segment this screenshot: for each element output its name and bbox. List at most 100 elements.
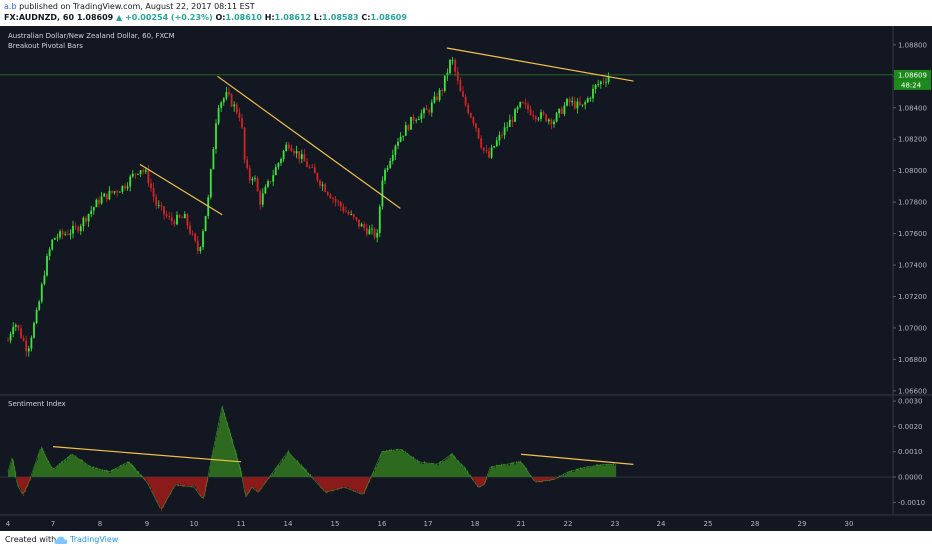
sentiment-bar [328,477,330,491]
sentiment-bar [244,477,246,489]
sentiment-bar [546,477,548,481]
symbol-label[interactable]: FX:AUDNZD, 60 [4,13,75,22]
sentiment-bar [329,477,331,491]
sentiment-bar [267,477,269,480]
candle-body [415,119,418,121]
chart-canvas[interactable]: 4 7 8 9 10 11 14 15 16 17 18 21 22 23 24 25 28 29 30 1.0880… [0,26,932,531]
sentiment-bar [455,457,457,478]
sentiment-bar [465,467,467,478]
sentiment-bar [443,461,445,478]
y-tick-label: 1.08400 [898,104,927,112]
sentiment-bar [340,477,342,489]
sentiment-bar [428,463,430,478]
candle-body [43,275,46,285]
candle-body [259,191,262,205]
sentiment-bar [418,461,420,478]
sentiment-bar [142,476,144,478]
sentiment-bar [262,477,264,486]
sentiment-bar [602,464,604,478]
sentiment-bar [441,462,443,478]
candle-body [428,109,431,113]
sentiment-bar [597,464,599,478]
sentiment-bar [408,454,410,478]
candle-body [121,185,124,192]
sentiment-bar [573,471,575,478]
candle-body [321,184,324,186]
sentiment-bar [108,471,110,478]
sentiment-bar [8,471,10,478]
candle-body [79,226,82,232]
sentiment-bar [478,477,480,488]
candle-body [339,202,342,207]
sentiment-bar [92,466,94,478]
sentiment-bar [165,477,167,504]
sentiment-bar [433,463,435,478]
sentiment-bar [296,461,298,478]
sentiment-bar [200,477,202,497]
sentiment-bar [300,465,302,478]
sentiment-bar [249,477,251,493]
sentiment-bar [595,466,597,478]
sentiment-bar [561,476,563,478]
candle-body [326,191,329,195]
sentiment-bar [575,470,577,478]
open-value: 1.08610 [225,13,262,22]
sentiment-bar [295,460,297,478]
candle-body [363,224,366,228]
sentiment-bar [512,462,514,478]
sentiment-bar [217,431,219,478]
candle-body [300,154,303,160]
sentiment-bar [184,477,186,487]
sentiment-bar [422,463,424,478]
y-tick-label: 1.07200 [898,293,927,301]
x-tick-label: 15 [331,520,340,528]
candle-body [66,233,69,235]
tradingview-cloud-icon [54,536,68,544]
candle-body [298,151,301,160]
sentiment-bar [228,427,230,478]
candle-body [402,135,405,137]
candle-body [230,94,233,107]
sentiment-bar [446,459,448,478]
candle-body [220,102,223,108]
sentiment-bar [582,468,584,478]
candle-body [566,98,568,106]
candle-body [183,214,186,219]
sentiment-bar [490,469,492,478]
candle-body [412,116,415,121]
sentiment-bar [23,477,25,497]
sentiment-bar [248,477,250,494]
sentiment-bar [553,477,555,480]
candle-body [532,114,535,117]
sentiment-bar [429,463,431,478]
sentiment-bar [341,477,343,490]
candle-body [454,59,457,72]
sentiment-bar [238,462,240,478]
sentiment-bar [282,458,284,478]
sentiment-bar [600,464,602,478]
sentiment-bar [343,477,345,487]
candle-body [118,191,121,193]
sentiment-bar [125,465,127,478]
candle-body [126,186,129,189]
author-link[interactable]: a.b [4,2,17,11]
candle-body [371,228,373,230]
sentiment-bar [52,468,54,478]
sentiment-bar [551,477,553,481]
sentiment-bar [411,456,413,478]
sentiment-bar [501,463,503,478]
sentiment-bar [480,477,482,488]
candle-body [277,163,280,168]
sentiment-bar [515,464,517,478]
candle-body [160,205,163,207]
sentiment-bar [72,454,74,478]
sentiment-bar [12,458,14,478]
sentiment-bar [261,477,263,490]
footer-brand[interactable]: TradingView [70,535,119,544]
sentiment-bar [469,475,471,478]
sentiment-bar [356,477,358,491]
sentiment-bar [164,477,166,504]
candle-body [225,92,228,99]
sentiment-bar [603,464,605,478]
sentiment-bar [53,468,55,478]
